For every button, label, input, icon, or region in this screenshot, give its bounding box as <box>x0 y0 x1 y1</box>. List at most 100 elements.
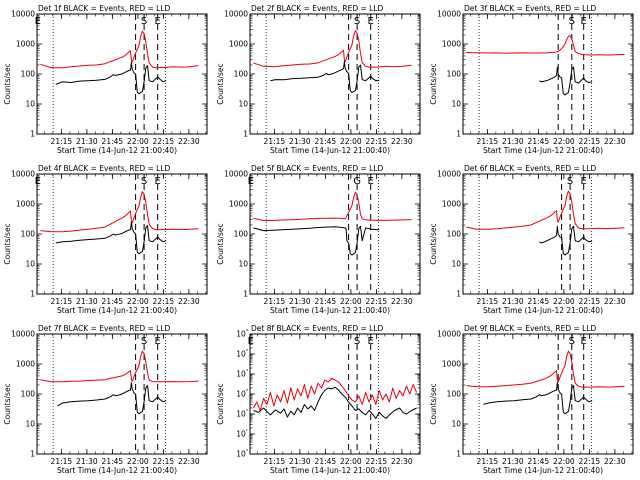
y-tick-label: 10000 <box>11 330 35 339</box>
series-events-line <box>270 61 380 94</box>
panel-det-8f: Det 8f BLACK = Events, RED = LLD 10⁰ 10¹ 10… <box>216 324 421 475</box>
y-tick-label: 100 <box>234 70 249 79</box>
x-tick-label: 21:15 <box>51 297 73 306</box>
y-tick-label: 1 <box>243 290 248 299</box>
x-tick-label: 22:00 <box>127 457 149 466</box>
panel-title: Det 5f BLACK = Events, RED = LLD <box>251 164 384 173</box>
y-tick-label: 1 <box>243 130 248 139</box>
y-tick-label: 10000 <box>11 10 35 19</box>
y-tick-label: 10 <box>25 260 35 269</box>
y-tick-label: 1 <box>30 130 35 139</box>
x-tick-label: 21:45 <box>315 297 337 306</box>
panel-title: Det 3f BLACK = Events, RED = LLD <box>464 4 597 13</box>
event-marker-label: S <box>567 176 573 187</box>
x-tick-label: 22:30 <box>178 457 200 466</box>
panel-det-7f: Det 7f BLACK = Events, RED = LLD 1 10 100 10… <box>3 324 208 475</box>
series-lld-line <box>40 191 199 233</box>
event-marker-label: E <box>155 16 161 27</box>
event-marker-label: E <box>581 16 587 27</box>
series-lld-line <box>253 30 412 68</box>
panel-det-5f: Det 5f BLACK = Events, RED = LLD 1 10 100 10… <box>216 164 421 315</box>
event-marker-label: S <box>354 16 360 27</box>
x-tick-label: 21:30 <box>289 137 311 146</box>
y-tick-label: 1 <box>30 290 35 299</box>
x-tick-label: 21:15 <box>51 457 73 466</box>
x-axis-label: Start Time (14-Jun-12 21:00:40) <box>57 306 177 315</box>
y-tick-label: 1000 <box>16 200 35 209</box>
x-tick-label: 22:15 <box>366 137 388 146</box>
x-tick-label: 22:00 <box>553 297 575 306</box>
series-lld-line <box>466 35 625 56</box>
y-tick-label: 10 <box>238 100 248 109</box>
y-axis-label: Counts/sec <box>216 383 225 424</box>
y-axis-label: Counts/sec <box>3 383 12 424</box>
x-tick-label: 22:15 <box>579 297 601 306</box>
x-tick-label: 21:30 <box>289 457 311 466</box>
y-tick-label: 10¹ <box>236 428 248 439</box>
series-lld-line <box>466 190 625 230</box>
y-tick-label: 100 <box>21 390 36 399</box>
x-tick-label: 21:30 <box>502 457 524 466</box>
y-tick-label: 10 <box>25 100 35 109</box>
x-tick-label: 21:15 <box>264 457 286 466</box>
x-tick-label: 22:00 <box>340 457 362 466</box>
x-tick-label: 21:45 <box>102 137 124 146</box>
x-tick-label: 21:30 <box>76 137 98 146</box>
panel-det-6f: Det 6f BLACK = Events, RED = LLD 1 10 100 10… <box>429 164 634 315</box>
x-axis-label: Start Time (14-Jun-12 21:00:40) <box>270 146 390 155</box>
x-tick-label: 22:00 <box>553 137 575 146</box>
event-marker-label: E <box>368 336 374 347</box>
y-tick-label: 1 <box>30 450 35 459</box>
panel-det-2f: Det 2f BLACK = Events, RED = LLD 1 10 100 10… <box>216 4 421 155</box>
y-tick-label: 10 <box>451 100 461 109</box>
x-tick-label: 21:15 <box>264 137 286 146</box>
x-axis-label: Start Time (14-Jun-12 21:00:40) <box>57 466 177 475</box>
event-marker-label: E <box>581 336 587 347</box>
x-tick-label: 22:15 <box>579 137 601 146</box>
x-axis-label: Start Time (14-Jun-12 21:00:40) <box>270 306 390 315</box>
x-tick-label: 22:15 <box>579 457 601 466</box>
event-marker-label: E <box>155 176 161 187</box>
x-tick-label: 21:45 <box>315 137 337 146</box>
plot-frame <box>36 173 208 295</box>
event-marker-label: E <box>248 176 254 187</box>
x-tick-label: 21:45 <box>102 457 124 466</box>
y-axis-label: Counts/sec <box>429 383 438 424</box>
event-marker-label: S <box>141 336 147 347</box>
event-marker-label: E <box>155 336 161 347</box>
event-marker-label: S <box>141 16 147 27</box>
plot-frame <box>249 13 421 135</box>
plot-frame <box>462 173 634 295</box>
x-tick-label: 21:45 <box>102 297 124 306</box>
x-axis-label: Start Time (14-Jun-12 21:00:40) <box>483 466 603 475</box>
y-tick-label: 100 <box>21 230 36 239</box>
x-tick-label: 22:00 <box>340 137 362 146</box>
y-axis-label: Counts/sec <box>3 223 12 264</box>
y-tick-label: 1000 <box>442 200 461 209</box>
y-tick-label: 10000 <box>224 10 248 19</box>
x-tick-label: 21:45 <box>528 137 550 146</box>
series-events-line <box>55 221 167 255</box>
event-marker-label: E <box>368 176 374 187</box>
series-events-line <box>253 386 417 419</box>
x-tick-label: 21:30 <box>502 137 524 146</box>
y-tick-label: 10⁰ <box>236 448 249 459</box>
panel-det-9f: Det 9f BLACK = Events, RED = LLD 1 10 100 10… <box>429 324 634 475</box>
x-tick-label: 22:30 <box>604 137 626 146</box>
event-marker-label: E <box>35 16 41 27</box>
y-tick-label: 1 <box>456 130 461 139</box>
panel-title: Det 4f BLACK = Events, RED = LLD <box>38 164 171 173</box>
y-tick-label: 1000 <box>229 200 248 209</box>
series-events-line <box>483 382 593 415</box>
x-tick-label: 21:15 <box>51 137 73 146</box>
x-tick-label: 21:30 <box>502 297 524 306</box>
x-tick-label: 21:30 <box>289 297 311 306</box>
x-tick-label: 22:30 <box>391 137 413 146</box>
x-tick-label: 22:15 <box>153 137 175 146</box>
series-events-line <box>57 382 167 415</box>
y-tick-label: 10000 <box>437 10 461 19</box>
x-tick-label: 21:30 <box>76 297 98 306</box>
x-axis-label: Start Time (14-Jun-12 21:00:40) <box>57 146 177 155</box>
event-marker-label: E <box>248 336 254 347</box>
event-marker-label: S <box>354 336 360 347</box>
